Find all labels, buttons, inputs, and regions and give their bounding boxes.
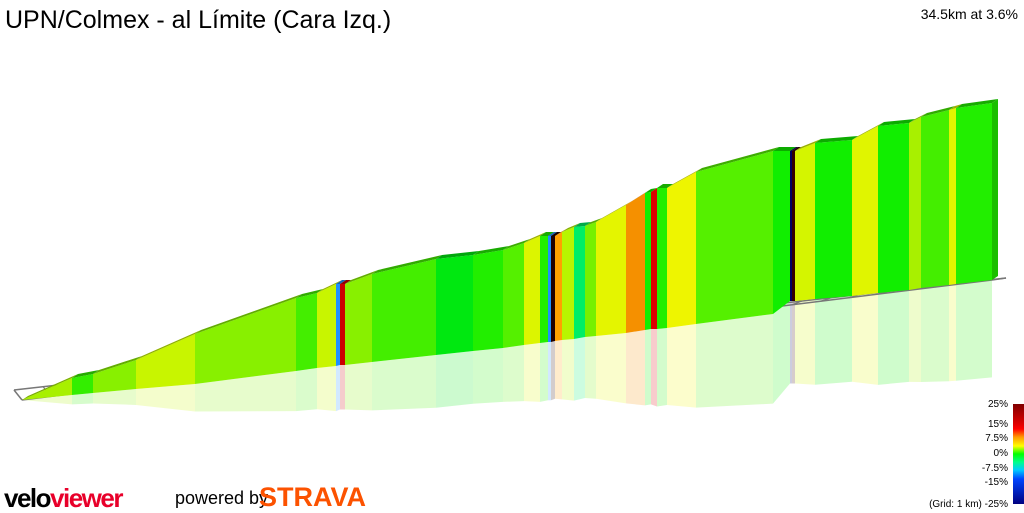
logo-velo: velo [4, 483, 50, 513]
veloviewer-logo[interactable]: veloviewer [4, 483, 122, 513]
legend-label-25: 25% [988, 399, 1008, 410]
strava-logo[interactable]: STRAVA [259, 482, 366, 512]
legend-label-15: 15% [988, 419, 1008, 430]
legend-label-neg-25: (Grid: 1 km) -25% [929, 499, 1008, 510]
legend-label-0: 0% [994, 448, 1008, 459]
gradient-color-scale [1013, 404, 1024, 504]
legend-label-neg-7-5: -7.5% [982, 463, 1008, 474]
legend-label-neg-15: -15% [985, 477, 1008, 488]
grid-note: (Grid: 1 km) [929, 499, 982, 510]
logo-viewer: viewer [50, 483, 122, 513]
powered-by-text: powered by [175, 487, 268, 509]
legend-label-neg-25-value: -25% [985, 499, 1008, 510]
legend-label-7-5: 7.5% [985, 433, 1008, 444]
